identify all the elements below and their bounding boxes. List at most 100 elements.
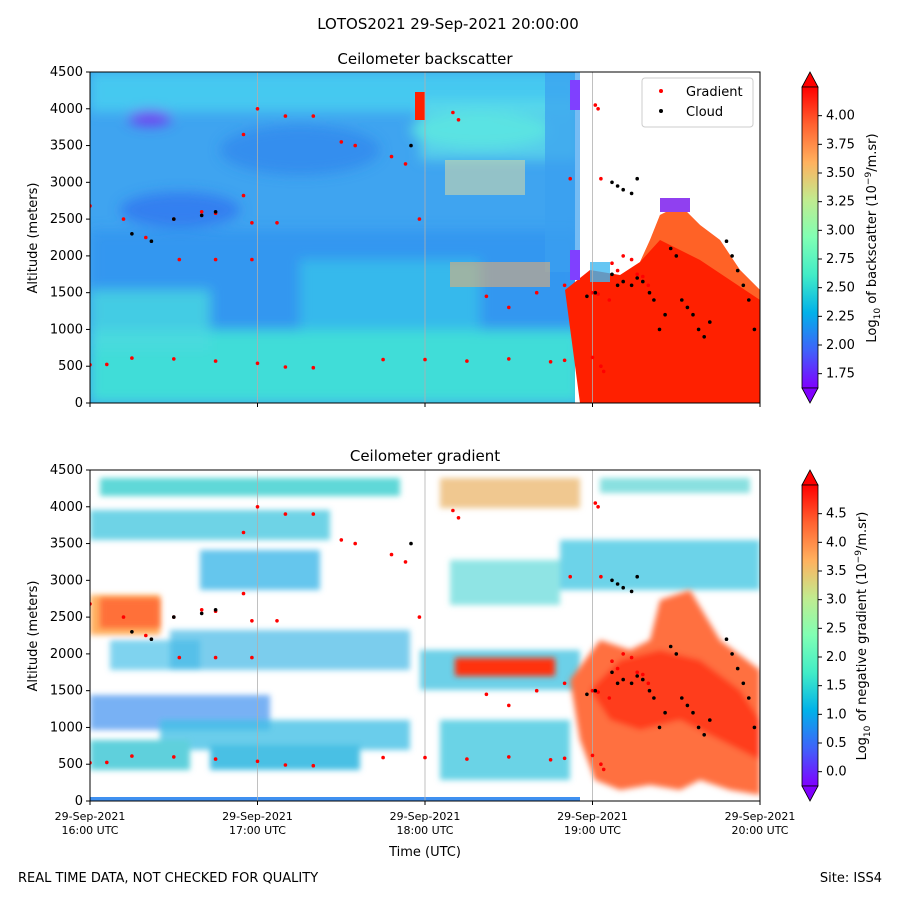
quality-disclaimer: REAL TIME DATA, NOT CHECKED FOR QUALITY bbox=[18, 871, 318, 886]
x-tick-time: 17:00 UTC bbox=[229, 824, 286, 837]
gradient-marker bbox=[311, 512, 316, 516]
cloud-marker bbox=[730, 652, 734, 656]
colorbar-tick-label: 2.25 bbox=[826, 309, 855, 324]
colorbar-tick-label: 3.50 bbox=[826, 166, 855, 181]
gradient-marker bbox=[339, 140, 344, 144]
gradient-marker bbox=[646, 283, 651, 288]
cloud-marker bbox=[652, 696, 656, 700]
gradient-marker bbox=[199, 608, 204, 612]
gradient-marker bbox=[615, 268, 620, 273]
cloud-marker bbox=[657, 327, 662, 332]
gradient-marker bbox=[275, 619, 279, 623]
gradient-marker bbox=[241, 591, 246, 596]
gradient-marker bbox=[507, 305, 511, 310]
legend-gradient-marker bbox=[659, 89, 663, 93]
cloud-marker bbox=[615, 582, 620, 586]
gradient-marker bbox=[641, 672, 645, 677]
legend-cloud-label: Cloud bbox=[686, 105, 723, 120]
gradient-marker bbox=[451, 110, 455, 115]
y-tick-label: 500 bbox=[58, 757, 83, 772]
cloud-marker bbox=[685, 703, 690, 708]
gradient-marker bbox=[590, 688, 595, 693]
cloud-marker bbox=[663, 710, 667, 715]
cloud-marker bbox=[199, 611, 204, 616]
gradient-marker bbox=[607, 696, 612, 700]
gradient-y-label: Altitude (meters) bbox=[26, 581, 41, 692]
cloud-marker bbox=[741, 681, 746, 686]
cloud-marker bbox=[724, 637, 729, 641]
cloud-marker bbox=[635, 276, 639, 280]
y-tick-label: 1500 bbox=[50, 286, 83, 301]
gradient-marker bbox=[241, 132, 246, 137]
gradient-marker bbox=[283, 512, 288, 516]
backscatter-panel: Ceilometer backscatter bbox=[26, 50, 883, 411]
cloud-marker bbox=[610, 272, 614, 277]
cloud-marker bbox=[593, 290, 598, 295]
gradient-marker bbox=[213, 757, 218, 761]
gradient-marker bbox=[389, 154, 394, 159]
y-tick-label: 500 bbox=[58, 359, 83, 374]
gradient-marker bbox=[548, 758, 553, 762]
colorbar-tick-label: 2.5 bbox=[826, 621, 847, 636]
gradient-marker bbox=[641, 274, 645, 279]
cloud-marker bbox=[635, 674, 639, 678]
colorbar-tick-label: 3.00 bbox=[826, 223, 855, 238]
gradient-marker bbox=[590, 290, 595, 295]
gradient-marker bbox=[381, 755, 385, 760]
gradient-marker bbox=[250, 221, 254, 225]
backscatter-y-label: Altitude (meters) bbox=[26, 183, 41, 294]
gradient-marker bbox=[596, 292, 600, 296]
gradient-marker bbox=[562, 283, 567, 288]
x-tick-time: 18:00 UTC bbox=[396, 824, 453, 837]
cloud-marker bbox=[741, 283, 746, 288]
colorbar-tick-label: 1.0 bbox=[826, 707, 847, 722]
gradient-marker bbox=[339, 538, 344, 542]
cloud-marker bbox=[130, 630, 134, 634]
gradient-marker bbox=[534, 290, 539, 295]
gradient-marker bbox=[121, 615, 126, 619]
y-tick-label: 2500 bbox=[50, 212, 83, 227]
cloud-marker bbox=[685, 305, 690, 310]
gradient-marker bbox=[484, 294, 489, 299]
cloud-marker bbox=[199, 213, 204, 218]
gradient-marker bbox=[213, 257, 218, 262]
cloud-marker bbox=[149, 239, 154, 243]
cloud-marker bbox=[647, 688, 652, 693]
gradient-marker bbox=[599, 364, 603, 369]
gradient-marker bbox=[465, 757, 469, 761]
cloud-marker bbox=[621, 585, 625, 590]
colorbar-tick-label: 2.00 bbox=[826, 338, 855, 353]
y-tick-label: 3000 bbox=[50, 573, 83, 588]
cloud-marker bbox=[752, 725, 757, 730]
gradient-marker bbox=[255, 759, 260, 764]
gradient-y-axis: 0 500 1000 1500 2000 2500 3000 3500 4000 4500 bbox=[50, 463, 90, 809]
cloud-marker bbox=[615, 681, 620, 686]
cloud-marker bbox=[668, 246, 673, 251]
gradient-marker bbox=[596, 690, 600, 694]
gradient-marker bbox=[629, 655, 634, 660]
gradient-colorbar-label: Log10 of negative gradient (10−9/m.sr) bbox=[854, 512, 873, 761]
gradient-title: Ceilometer gradient bbox=[350, 447, 500, 465]
gradient-marker bbox=[255, 361, 260, 366]
cloud-marker bbox=[747, 696, 751, 700]
cloud-marker bbox=[629, 191, 634, 196]
gradient-marker bbox=[255, 107, 260, 111]
x-tick-time: 16:00 UTC bbox=[61, 824, 118, 837]
gradient-marker bbox=[250, 257, 254, 262]
gradient-marker bbox=[601, 767, 606, 772]
x-tick-date: 29-Sep-2021 bbox=[725, 810, 796, 823]
y-tick-label: 4500 bbox=[50, 65, 83, 80]
gradient-marker bbox=[130, 754, 134, 758]
colorbar-tick-label: 3.5 bbox=[826, 564, 847, 579]
gradient-marker bbox=[646, 681, 651, 686]
gradient-marker bbox=[610, 261, 614, 266]
backscatter-colorbar: 1.75 2.00 2.25 2.50 2.75 3.00 3.25 3.50 3.75 4.00… bbox=[801, 71, 883, 404]
cloud-marker bbox=[647, 290, 652, 295]
y-tick-label: 2000 bbox=[50, 647, 83, 662]
cloud-marker bbox=[708, 320, 712, 324]
gradient-heatmap bbox=[90, 470, 760, 801]
cloud-marker bbox=[629, 589, 634, 594]
cloud-marker bbox=[635, 176, 639, 181]
gradient-marker bbox=[601, 369, 606, 374]
colorbar-tick-label: 4.0 bbox=[826, 535, 847, 550]
